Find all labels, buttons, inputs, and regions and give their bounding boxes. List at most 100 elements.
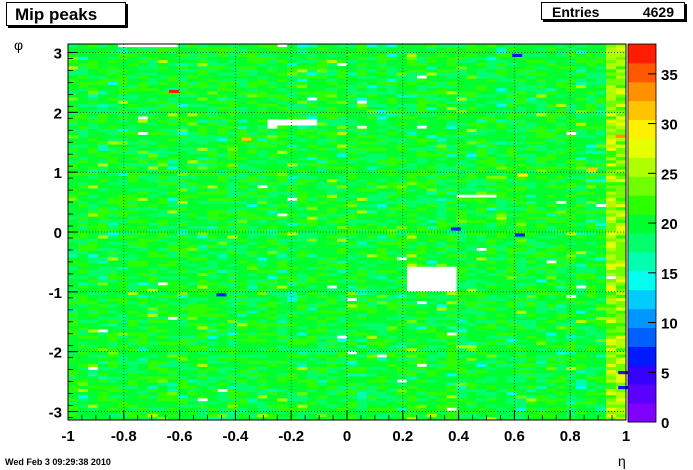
heatmap-cell (406, 316, 418, 321)
heatmap-cell (416, 47, 428, 51)
heatmap-cell (347, 382, 358, 386)
heatmap-cell (307, 335, 318, 339)
heatmap-cell (217, 260, 228, 264)
heatmap-cell (356, 379, 368, 383)
heatmap-cell (426, 388, 437, 393)
heatmap-cell (376, 197, 388, 201)
heatmap-cell (117, 300, 129, 305)
heatmap-cell (376, 50, 388, 54)
heatmap-cell (68, 253, 79, 258)
heatmap-cell (147, 319, 158, 324)
heatmap-cell (426, 401, 437, 405)
heatmap-cell (147, 100, 158, 104)
heatmap-cell (386, 410, 398, 415)
heatmap-cell (277, 200, 288, 205)
heatmap-cell (476, 304, 487, 308)
heatmap-cell (416, 291, 428, 295)
heatmap-cell (117, 297, 129, 302)
heatmap-cell (277, 159, 288, 164)
heatmap-cell (366, 373, 378, 377)
heatmap-cell (137, 87, 149, 92)
heatmap-cell (396, 275, 408, 280)
heatmap-cell (456, 47, 467, 51)
heatmap-cell (356, 47, 368, 51)
heatmap-cell (217, 341, 228, 346)
heatmap-cell (287, 172, 298, 176)
heatmap-cell (197, 247, 208, 252)
heatmap-cell (87, 169, 99, 173)
heatmap-cell (157, 181, 168, 186)
heatmap-cell (297, 188, 308, 192)
heatmap-cell (386, 266, 398, 270)
heatmap-cell (117, 69, 129, 73)
heatmap-cell (157, 112, 168, 117)
heatmap-cell (366, 72, 378, 76)
heatmap-cell (356, 347, 368, 352)
heatmap-cell (127, 100, 139, 104)
heatmap-cell (396, 351, 408, 355)
heatmap-cell (217, 125, 228, 129)
heatmap-cell (386, 316, 398, 321)
heatmap-cell (327, 413, 338, 418)
heatmap-cell (356, 84, 368, 89)
heatmap-cell (97, 87, 109, 92)
heatmap-cell (416, 109, 428, 114)
heatmap-cell (247, 351, 258, 355)
heatmap-cell (187, 266, 198, 270)
heatmap-cell (416, 87, 428, 92)
heatmap-cell (267, 382, 278, 386)
heatmap-cell (277, 69, 288, 73)
heatmap-cell (157, 166, 168, 170)
heatmap-cell (177, 144, 188, 148)
heatmap-cell (406, 122, 418, 126)
heatmap-cell (157, 185, 168, 189)
heatmap-cell (476, 203, 487, 208)
heatmap-cell (187, 238, 198, 242)
heatmap-cell (277, 398, 288, 402)
heatmap-cell (267, 291, 278, 295)
heatmap-cell (386, 91, 398, 95)
heatmap-cell (416, 219, 428, 223)
heatmap-cell (237, 166, 248, 170)
heatmap-cell (157, 47, 168, 51)
heatmap-cell (77, 382, 89, 386)
heatmap-cell (327, 47, 338, 51)
heatmap-cell (197, 379, 208, 383)
heatmap-cell (446, 169, 457, 173)
heatmap-cell (287, 72, 298, 76)
heatmap-cell (107, 144, 119, 148)
heatmap-cell (107, 119, 119, 123)
heatmap-cell (366, 297, 378, 302)
heatmap-cell (456, 326, 467, 330)
heatmap-cell (167, 360, 178, 364)
heatmap-cell (366, 94, 378, 98)
heatmap-cell (137, 263, 149, 267)
heatmap-cell (127, 269, 139, 274)
heatmap-cell (446, 206, 457, 211)
heatmap-cell (317, 91, 328, 95)
heatmap-cell (157, 266, 168, 270)
heatmap-cell (446, 228, 457, 233)
heatmap-cell (267, 188, 278, 192)
heatmap-cell (187, 366, 198, 371)
heatmap-cell (97, 75, 109, 79)
heatmap-cell (416, 373, 428, 377)
heatmap-cell (197, 382, 208, 386)
heatmap-cell (87, 319, 99, 324)
heatmap-cell (476, 272, 487, 277)
heatmap-cell (157, 410, 168, 415)
heatmap-cell (436, 407, 447, 411)
heatmap-cell (147, 247, 158, 252)
heatmap-cell (77, 388, 89, 393)
heatmap-cell (167, 282, 178, 286)
heatmap-cell (337, 369, 348, 374)
heatmap-cell (117, 269, 129, 274)
heatmap-cell (416, 62, 428, 67)
heatmap-cell (187, 241, 198, 245)
heatmap-cell (337, 194, 348, 198)
heatmap-cell (87, 100, 99, 104)
heatmap-cell (356, 282, 368, 286)
heatmap-cell (97, 282, 109, 286)
heatmap-cell (406, 319, 418, 324)
heatmap-cell (396, 116, 408, 120)
